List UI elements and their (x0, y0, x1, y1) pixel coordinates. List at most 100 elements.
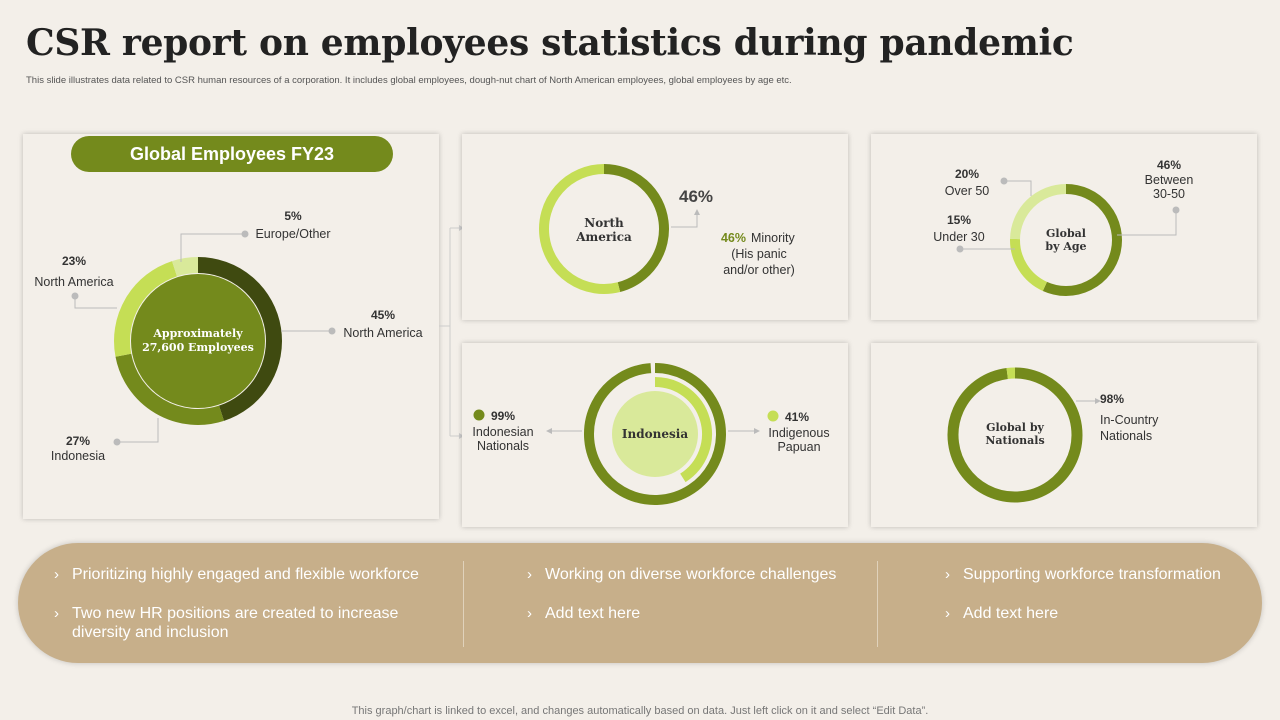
global-employees-slice-3[interactable] (172, 257, 199, 277)
indonesia-left-line1: Indonesian (472, 425, 533, 439)
banner-item-text: Add text here (963, 605, 1059, 622)
banner-divider-2 (877, 561, 878, 647)
global-employees-center (131, 274, 265, 408)
global-employees-ring (114, 257, 282, 425)
na-center-line1: North (584, 216, 624, 230)
nationals-label-line1: In-Country (1100, 413, 1159, 427)
indonesia-right-line1: Indigenous (768, 426, 829, 440)
global-by-age-chart[interactable]: Global by Age 46% Between 30-50 20% Over… (871, 134, 1257, 320)
north-america-ring (539, 164, 669, 294)
banner-divider-1 (463, 561, 464, 647)
global-employees-chart[interactable]: Approximately 27,600 Employees 5% Europe… (23, 134, 439, 519)
banner-item-text: Supporting workforce transformation (963, 566, 1221, 583)
banner-item-text: Prioritizing highly engaged and flexible… (72, 566, 419, 583)
na-big-label: 46% (679, 187, 713, 206)
global-employees-card: Global Employees FY23 Approximately 27,6… (23, 134, 439, 519)
banner-item: › Two new HR positions are created to in… (54, 604, 432, 642)
banner-item: › Add text here (945, 604, 1253, 623)
north-america-card: North America 46% 46% Minority (His pani… (462, 134, 848, 320)
age-label-over50-name: Over 50 (945, 184, 990, 198)
age-center-line2: by Age (1045, 240, 1086, 253)
na-callout-arrow (694, 209, 700, 215)
indonesia-left-line2: Nationals (477, 439, 529, 453)
indonesia-right-value: 41% (785, 410, 809, 424)
chevron-right-icon: › (945, 566, 950, 583)
age-label-under30-value: 15% (947, 213, 971, 227)
global-employees-slice-1[interactable] (115, 353, 224, 425)
banner-item-text: Working on diverse workforce challenges (545, 566, 837, 583)
banner-item-text: Add text here (545, 605, 641, 622)
north-america-chart[interactable]: North America 46% 46% Minority (His pani… (462, 134, 848, 320)
indonesia-right-arrow (754, 428, 760, 434)
na-annotation-line2: (His panic (731, 247, 787, 261)
global-by-age-card: Global by Age 46% Between 30-50 20% Over… (871, 134, 1257, 320)
chevron-right-icon: › (54, 605, 59, 622)
footer-note: This graph/chart is linked to excel, and… (351, 705, 929, 717)
indonesia-inner-slice[interactable] (654, 377, 712, 483)
global-by-age-slice-0[interactable] (1042, 184, 1122, 296)
indonesia-right-line2: Papuan (777, 440, 820, 454)
indonesia-center (612, 391, 698, 477)
callout-dot-indonesia (113, 438, 121, 446)
age-callout-dot-over50 (1000, 177, 1008, 185)
north-america-slice-1[interactable] (539, 164, 621, 294)
global-by-age-ring (1010, 184, 1122, 296)
nationals-label-value: 98% (1100, 392, 1124, 406)
page-title: CSR report on employees statistics durin… (26, 22, 1074, 64)
indonesia-outer-slice[interactable] (584, 363, 726, 505)
indonesia-left-arrow (546, 428, 552, 434)
indonesia-left-value: 99% (491, 409, 515, 423)
page-subtitle: This slide illustrates data related to C… (26, 75, 792, 86)
indonesia-outer-ring (584, 363, 726, 505)
nationals-label-line2: Nationals (1100, 429, 1152, 443)
connector-top-arrow (459, 225, 464, 231)
age-label-over50-value: 20% (955, 167, 979, 181)
na-annotation-line3: and/or other) (723, 263, 795, 277)
indonesia-left-dot (473, 409, 485, 421)
age-callout-dot-under30 (956, 245, 964, 253)
global-employees-slice-2[interactable] (114, 261, 178, 357)
label-na-right-name: North America (343, 326, 422, 340)
global-by-age-slice-2[interactable] (1010, 184, 1067, 240)
callout-dot-na-left (71, 292, 79, 300)
global-by-nationals-ring (947, 367, 1083, 503)
indonesia-chart[interactable]: Indonesia 99% Indonesian Nationals 41% I… (462, 343, 848, 527)
age-callout-line-over50 (1004, 180, 1032, 196)
callout-line-indonesia (117, 418, 159, 443)
global-by-nationals-slice-0[interactable] (947, 367, 1083, 503)
indonesia-right-dot (767, 410, 779, 422)
north-america-slice-0[interactable] (603, 164, 669, 292)
age-callout-line-between (1117, 210, 1177, 236)
label-indonesia-value: 27% (66, 434, 90, 448)
nationals-center-line1: Global by (986, 421, 1044, 434)
label-indonesia-name: Indonesia (51, 449, 105, 463)
center-label-line2: 27,600 Employees (142, 341, 254, 354)
indonesia-card: Indonesia 99% Indonesian Nationals 41% I… (462, 343, 848, 527)
na-callout-line (671, 214, 698, 228)
banner-item: › Working on diverse workforce challenge… (527, 565, 865, 584)
label-europe-value: 5% (284, 209, 302, 223)
summary-banner: › Prioritizing highly engaged and flexib… (18, 543, 1262, 663)
indonesia-inner-ring (654, 377, 712, 483)
chevron-right-icon: › (54, 566, 59, 583)
center-label-line1: Approximately (152, 327, 243, 340)
nationals-callout-arrow (1095, 398, 1101, 404)
connector-lines (439, 225, 464, 439)
banner-item: › Supporting workforce transformation (945, 565, 1253, 584)
banner-item: › Prioritizing highly engaged and flexib… (54, 565, 442, 584)
global-by-nationals-chart[interactable]: Global by Nationals 98% In-Country Natio… (871, 343, 1257, 527)
na-annotation-value: 46% (721, 231, 746, 245)
global-employees-slice-0[interactable] (197, 257, 282, 421)
chevron-right-icon: › (527, 605, 532, 622)
chevron-right-icon: › (945, 605, 950, 622)
age-callout-dot-between (1172, 206, 1180, 214)
banner-item: › Add text here (527, 604, 865, 623)
global-employees-title: Global Employees FY23 (71, 136, 393, 172)
callout-line-europe (180, 233, 245, 262)
label-na-left-value: 23% (62, 254, 86, 268)
na-annotation-line1: Minority (751, 231, 796, 245)
chevron-right-icon: › (527, 566, 532, 583)
global-by-nationals-card: Global by Nationals 98% In-Country Natio… (871, 343, 1257, 527)
global-by-age-slice-1[interactable] (1010, 238, 1048, 291)
callout-dot-europe (241, 230, 249, 238)
